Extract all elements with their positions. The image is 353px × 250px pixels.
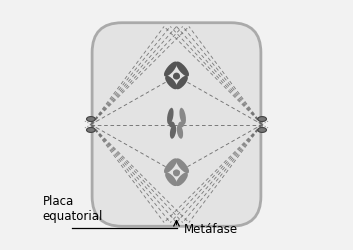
Ellipse shape — [165, 76, 177, 90]
Ellipse shape — [258, 117, 267, 122]
Ellipse shape — [86, 117, 95, 122]
Ellipse shape — [179, 108, 186, 125]
Circle shape — [169, 123, 174, 127]
Ellipse shape — [176, 159, 189, 174]
Text: Placa
equatorial: Placa equatorial — [42, 194, 103, 222]
Circle shape — [174, 170, 179, 176]
Ellipse shape — [164, 159, 177, 174]
Ellipse shape — [164, 62, 177, 77]
Ellipse shape — [176, 62, 189, 77]
Ellipse shape — [176, 76, 188, 90]
Ellipse shape — [176, 173, 188, 186]
Ellipse shape — [258, 128, 267, 133]
FancyBboxPatch shape — [92, 24, 261, 226]
Text: Metáfase: Metáfase — [184, 222, 238, 234]
Ellipse shape — [177, 125, 183, 139]
Ellipse shape — [86, 128, 95, 133]
Circle shape — [174, 74, 179, 80]
Ellipse shape — [167, 108, 174, 125]
Ellipse shape — [170, 125, 176, 139]
Ellipse shape — [165, 173, 177, 186]
Circle shape — [179, 123, 184, 127]
